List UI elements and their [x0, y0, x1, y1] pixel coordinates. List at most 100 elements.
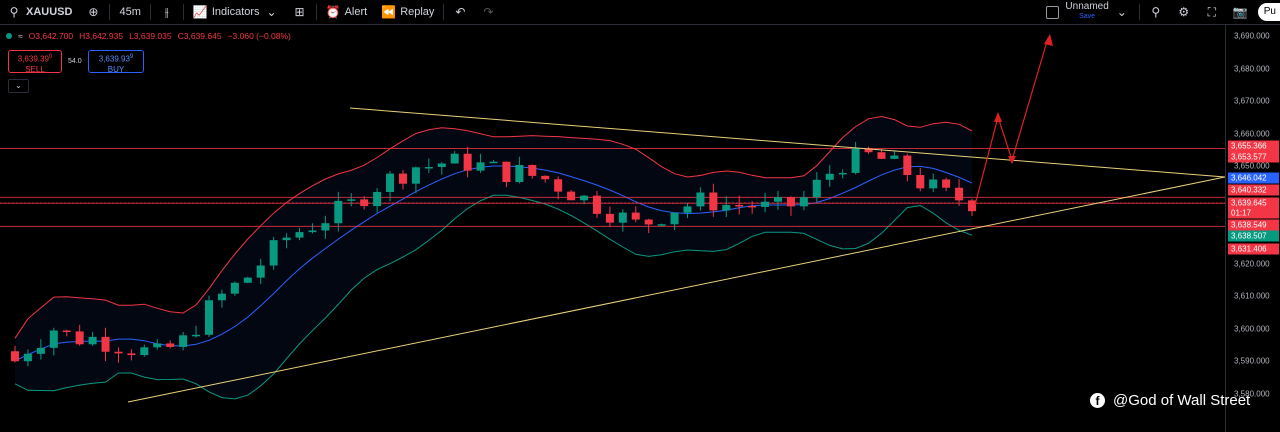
candle-body [735, 205, 744, 207]
candle-body [942, 179, 951, 188]
replay-button[interactable]: ⏪ Replay [374, 0, 441, 24]
collapse-legend-button[interactable]: ⌄ [8, 79, 29, 93]
interval-button[interactable]: 45m [112, 0, 147, 24]
candle-body [334, 200, 343, 224]
snapshot-button[interactable]: 📷 [1226, 0, 1254, 24]
watermark-text: @God of Wall Street [1113, 392, 1251, 409]
candle-body [774, 197, 783, 202]
templates-button[interactable]: ⊞ [286, 0, 314, 24]
sell-price: 3,639.39 [17, 54, 49, 64]
candle-body [282, 237, 291, 241]
candle-body [23, 353, 32, 362]
candle-body [786, 197, 795, 207]
candle-body [541, 175, 550, 180]
redo-button[interactable]: ↷ [474, 0, 502, 24]
candlestick-series [11, 141, 976, 367]
camera-icon: 📷 [1232, 5, 1248, 19]
sell-label: SELL [25, 64, 45, 74]
candle-body [838, 172, 847, 175]
candle-body [204, 300, 213, 335]
undo-button[interactable]: ↶ [446, 0, 474, 24]
candle-body [761, 201, 770, 207]
arrowhead-top [1044, 34, 1053, 46]
axis-tick-label: 3,670.000 [1234, 96, 1270, 106]
approx-icon: ≈ [18, 31, 23, 41]
candle-body [851, 148, 860, 173]
market-status-icon [6, 33, 12, 39]
search-icon: ⚲ [9, 5, 19, 19]
divider [109, 4, 111, 20]
candle-body [890, 155, 899, 159]
axis-tick-label: 3,590.000 [1234, 356, 1270, 366]
horizontal-levels [0, 148, 1225, 227]
candle-body [670, 212, 679, 225]
candle-body [580, 195, 589, 201]
axis-price-label: 3,639.645 [1228, 197, 1279, 209]
candle-body [683, 206, 692, 213]
chevron-down-icon: ⌄ [1116, 5, 1127, 19]
price-chart[interactable] [0, 25, 1225, 432]
quick-search-button[interactable]: ⚲ [1142, 0, 1170, 24]
axis-tick-label: 3,650.000 [1234, 161, 1270, 171]
sell-button[interactable]: 3,639.390 SELL [8, 50, 62, 74]
axis-price-label: 01:17 [1228, 207, 1279, 219]
axis-price-label: 3,655.366 [1228, 140, 1279, 152]
candle-body [567, 191, 576, 201]
candle-body [631, 212, 640, 220]
indicators-button[interactable]: 📈 Indicators ⌄ [186, 0, 286, 24]
candle-body [114, 351, 123, 354]
layout-name: Unnamed [1065, 1, 1109, 12]
legend-close: C3,639.645 [177, 31, 222, 41]
layout-name-block: Unnamed Save [1065, 2, 1108, 22]
upper-trendline [349, 107, 1225, 178]
top-toolbar: ⚲ XAUUSD ⊕ 45m ⫲ 📈 Indicators ⌄ ⊞ ⏰ Aler… [0, 0, 1280, 25]
candle-body [192, 334, 201, 337]
settings-button[interactable]: ⚙ [1170, 0, 1198, 24]
axis-price-label: 3,653.577 [1228, 151, 1279, 163]
projection-arrow [974, 34, 1053, 206]
candle-body [657, 224, 666, 226]
candle-body [398, 173, 407, 184]
candle-body [864, 148, 873, 153]
fullscreen-button[interactable]: ⛶ [1198, 0, 1226, 24]
undo-icon: ↶ [455, 5, 466, 19]
candle-body [929, 179, 938, 189]
axis-tick-label: 3,620.000 [1234, 259, 1270, 268]
candle-body [230, 282, 239, 294]
chevron-down-icon: ⌄ [15, 81, 22, 90]
candle-body [450, 153, 459, 164]
symbol-search[interactable]: ⚲ XAUUSD [0, 0, 79, 24]
candle-body [321, 223, 330, 231]
buy-button[interactable]: 3,639.939 BUY [88, 50, 144, 74]
arrowhead-mid [994, 112, 1002, 122]
compare-button[interactable]: ⊕ [79, 0, 107, 24]
indicators-icon: 📈 [192, 5, 208, 19]
candle-body [269, 240, 278, 266]
candle-body [75, 331, 84, 345]
trend-lines [127, 107, 1225, 403]
candle-body [463, 153, 472, 171]
axis-price-label: 3,646.042 [1228, 172, 1279, 184]
divider [315, 4, 317, 20]
alert-label: Alert [344, 6, 368, 18]
price-axis[interactable]: 3,690.000 3,680.000 3,670.000 3,660.000 3,65… [1225, 25, 1280, 432]
publish-button[interactable]: Pu [1257, 3, 1280, 21]
candle-body [799, 197, 808, 207]
chart-type-button[interactable]: ⫲ [153, 0, 181, 24]
candle-body [968, 200, 976, 212]
axis-tick-label: 3,610.000 [1234, 291, 1270, 301]
candle-body [166, 343, 175, 347]
legend-open: O3,642.700 [28, 31, 74, 41]
candle-body [696, 192, 705, 207]
axis-price-label: 3,631.406 [1228, 243, 1279, 255]
candle-body [386, 173, 395, 192]
grid-icon: ⊞ [294, 5, 305, 19]
legend-high: H3,642.935 [79, 31, 124, 41]
alert-button[interactable]: ⏰ Alert [319, 0, 375, 24]
layout-selector[interactable]: Unnamed Save ⌄ [1038, 2, 1136, 22]
candle-body [243, 277, 252, 283]
candle-body [360, 199, 369, 207]
rewind-icon: ⏪ [381, 5, 397, 19]
axis-tick-label: 3,680.000 [1234, 64, 1270, 73]
candle-body [256, 265, 265, 278]
